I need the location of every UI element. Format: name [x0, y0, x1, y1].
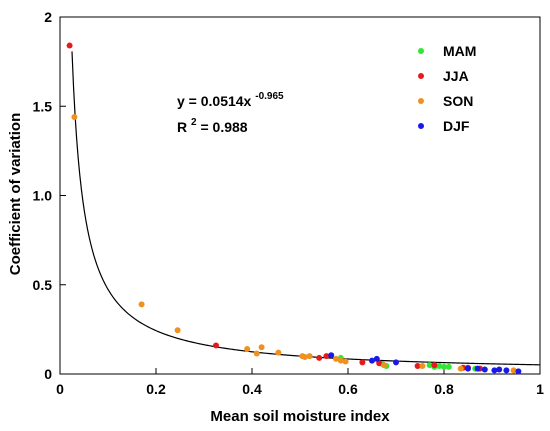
point-son: [457, 365, 464, 372]
fit-r-squared: R 2 = 0.988: [177, 112, 248, 135]
fit-annotation: y = 0.0514x -0.965 R 2 = 0.988: [177, 91, 284, 135]
point-djf: [474, 365, 481, 372]
point-jja: [431, 362, 438, 369]
y-tick-label: 1.0: [33, 188, 53, 204]
point-son: [244, 346, 251, 353]
point-son: [253, 350, 260, 357]
point-jja: [66, 42, 73, 49]
fit-equation: y = 0.0514x -0.965: [177, 91, 284, 109]
points-group: [66, 42, 522, 375]
x-tick-label: 0: [56, 381, 64, 397]
axes: 0 0.2 0.4 0.6 0.8 1 0 0.5 1.0 1.5 2: [33, 9, 545, 397]
fit-equation-base: y = 0.0514x: [177, 93, 252, 109]
point-mam: [441, 363, 447, 370]
point-son: [138, 301, 145, 308]
point-djf: [393, 359, 399, 366]
point-djf: [465, 365, 471, 372]
point-son: [275, 349, 282, 356]
legend-marker-mam: [418, 48, 424, 54]
point-son: [71, 113, 78, 120]
x-tick-label: 0.2: [146, 381, 166, 397]
y-tick-label: 0.5: [33, 277, 53, 293]
legend-marker-djf: [418, 123, 424, 129]
point-son: [174, 327, 181, 334]
x-axis-title: Mean soil moisture index: [210, 408, 390, 425]
point-djf: [328, 352, 335, 359]
point-son: [337, 357, 344, 364]
point-son: [510, 367, 517, 374]
point-jja: [213, 342, 219, 349]
point-mam: [445, 363, 452, 370]
point-djf: [496, 366, 503, 373]
legend: MAM JJA SON DJF: [418, 43, 476, 134]
point-son: [381, 362, 387, 369]
point-djf: [515, 368, 522, 375]
y-tick-label: 0: [44, 366, 52, 382]
legend-label-son: SON: [443, 93, 473, 109]
point-jja: [316, 354, 323, 361]
r2-base: R: [177, 119, 187, 135]
fit-equation-exponent: -0.965: [255, 91, 284, 102]
point-son: [419, 362, 426, 369]
point-djf: [491, 367, 498, 374]
point-son: [258, 344, 265, 351]
y-tick-label: 2: [44, 9, 52, 25]
r2-superscript: 2: [191, 117, 197, 128]
legend-label-jja: JJA: [443, 68, 469, 84]
point-son: [342, 358, 349, 365]
point-djf: [481, 366, 488, 373]
legend-label-djf: DJF: [443, 118, 470, 134]
point-mam: [436, 362, 443, 369]
point-son: [301, 354, 308, 361]
point-son: [306, 353, 313, 360]
point-mam: [426, 362, 433, 369]
legend-marker-son: [418, 98, 424, 104]
x-tick-label: 0.6: [338, 381, 358, 397]
y-axis-title: Coefficient of variation: [7, 113, 24, 276]
x-tick-label: 0.4: [242, 381, 262, 397]
x-tick-label: 1: [536, 381, 544, 397]
legend-marker-jja: [418, 73, 424, 79]
point-djf: [503, 367, 510, 374]
x-tick-label: 0.8: [434, 381, 454, 397]
point-jja: [414, 362, 421, 369]
legend-label-mam: MAM: [443, 43, 476, 59]
point-djf: [373, 355, 380, 362]
point-son: [333, 355, 339, 362]
point-djf: [369, 357, 375, 364]
point-jja: [323, 353, 330, 360]
y-tick-label: 1.5: [33, 98, 53, 114]
point-jja: [359, 359, 366, 366]
r2-value: = 0.988: [200, 119, 247, 135]
point-jja: [376, 360, 383, 367]
